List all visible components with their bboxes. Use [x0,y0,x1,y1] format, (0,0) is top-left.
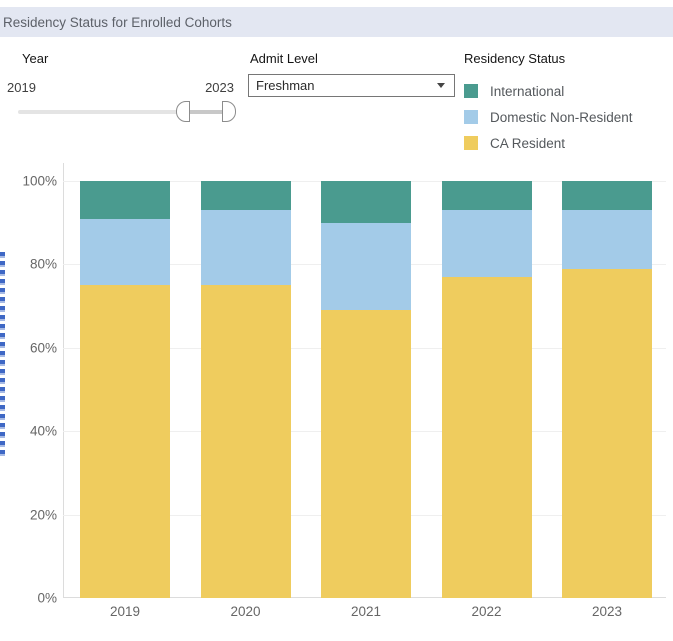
legend-swatch-icon [464,136,478,150]
bar-segment-2019-ca-resident[interactable] [80,285,170,598]
legend-item[interactable]: Domestic Non-Resident [464,104,633,130]
x-tick-label-2023: 2023 [591,604,623,619]
legend-item-label: International [490,83,565,99]
bar-segment-2022-ca-resident[interactable] [441,276,532,598]
stacked-bar-2021 [321,181,411,598]
admit-level-filter-title: Admit Level [250,51,318,66]
stacked-bar-2022 [441,181,532,598]
y-tick-label: 20% [29,507,57,523]
year-slider-track[interactable] [18,110,233,114]
bar-segment-2020-ca-resident[interactable] [200,285,291,598]
legend-swatch-icon [464,84,478,98]
bar-segment-2023-international[interactable] [562,181,652,211]
y-tick-label: 60% [29,340,57,356]
y-tick-label: 40% [29,423,57,439]
y-tick-label: 80% [29,256,57,272]
x-tick-label-2019: 2019 [109,604,141,619]
bar-segment-2022-international[interactable] [441,181,532,211]
admit-level-dropdown[interactable]: Freshman [248,74,455,97]
year-slider-right-handle[interactable] [222,101,236,122]
year-filter-title: Year [22,51,49,66]
legend: International Domestic Non-Resident CA Res… [464,78,633,156]
y-tick-label: 0% [37,590,57,606]
year-range-start-label: 2019 [7,80,36,95]
legend-item[interactable]: International [464,78,633,104]
legend-item[interactable]: CA Resident [464,130,633,156]
bar-segment-2021-ca-resident[interactable] [321,310,411,598]
page-title: Residency Status for Enrolled Cohorts [3,14,232,30]
plot-area [63,181,666,598]
bar-segment-2020-domestic-non-resident[interactable] [200,210,291,286]
chevron-down-icon [437,83,445,88]
bar-segment-2020-international[interactable] [200,181,291,211]
x-tick-label-2022: 2022 [471,604,502,619]
year-range-end-label: 2023 [205,80,234,95]
year-slider-left-handle[interactable] [176,101,190,122]
bar-segment-2023-ca-resident[interactable] [562,268,652,598]
legend-item-label: CA Resident [490,135,566,151]
year-slider-selected-range[interactable] [183,110,229,114]
bar-segment-2023-domestic-non-resident[interactable] [562,210,652,269]
x-tick-label-2020: 2020 [230,604,261,619]
stacked-bar-2020 [200,181,291,598]
dashboard-title-bar: Residency Status for Enrolled Cohorts [0,7,673,37]
x-axis-labels: 2019 2020 2021 2022 2023 [63,604,666,624]
y-axis-title-clipped [0,252,5,458]
legend-swatch-icon [464,110,478,124]
stacked-bar-2019 [80,181,170,598]
bar-segment-2022-domestic-non-resident[interactable] [441,210,532,277]
legend-title: Residency Status [464,51,566,66]
y-axis-line [63,163,64,598]
bar-segment-2019-international[interactable] [80,181,170,219]
x-tick-label-2021: 2021 [350,604,382,619]
bar-segment-2019-domestic-non-resident[interactable] [80,218,170,286]
stacked-bar-2023 [562,181,652,598]
y-axis-labels: 0% 20% 40% 60% 80% 100% [0,174,57,606]
admit-level-selected-value: Freshman [256,78,315,93]
y-tick-label: 100% [22,173,57,189]
legend-item-label: Domestic Non-Resident [490,109,633,125]
bar-segment-2021-international[interactable] [321,181,411,223]
bar-segment-2021-domestic-non-resident[interactable] [321,222,411,311]
